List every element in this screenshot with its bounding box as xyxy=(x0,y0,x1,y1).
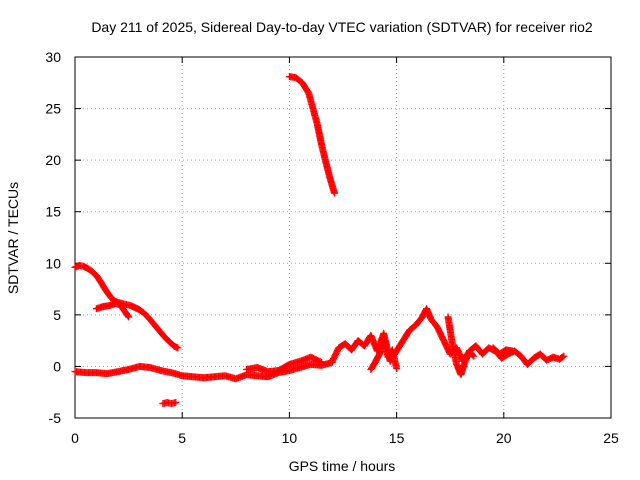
data-point xyxy=(470,352,478,360)
x-tick-label: 15 xyxy=(389,430,405,446)
y-tick-label: 15 xyxy=(45,204,61,220)
data-point xyxy=(559,353,567,361)
x-tick-label: 20 xyxy=(496,430,512,446)
x-tick-label: 5 xyxy=(178,430,186,446)
data-point xyxy=(172,399,180,407)
plot-frame xyxy=(74,56,612,419)
x-tick-label: 0 xyxy=(71,430,79,446)
y-axis-label: SDTVAR / TECUs xyxy=(5,182,21,294)
y-tick-label: 25 xyxy=(45,101,61,117)
y-tick-label: 20 xyxy=(45,152,61,168)
data-point xyxy=(125,313,133,321)
data-point xyxy=(469,351,477,359)
grid-lines xyxy=(75,57,611,418)
chart-title: Day 211 of 2025, Sidereal Day-to-day VTE… xyxy=(91,19,593,35)
y-tick-label: 0 xyxy=(53,358,61,374)
y-tick-label: -5 xyxy=(49,410,62,426)
x-axis-label: GPS time / hours xyxy=(289,458,396,474)
data-point xyxy=(508,347,516,355)
x-axis-ticks: 0 5 10 15 20 25 xyxy=(71,57,619,446)
y-tick-label: 30 xyxy=(45,49,61,65)
data-point xyxy=(124,312,132,320)
data-point xyxy=(174,344,182,352)
data-point xyxy=(330,189,338,197)
data-marks xyxy=(71,73,568,408)
y-tick-label: 5 xyxy=(53,307,61,323)
data-point xyxy=(393,364,401,372)
y-axis-ticks: -5 0 5 10 15 20 25 30 xyxy=(45,49,611,426)
data-point xyxy=(560,352,568,360)
data-point xyxy=(318,358,326,366)
x-tick-label: 25 xyxy=(603,430,619,446)
x-tick-label: 10 xyxy=(282,430,298,446)
y-tick-label: 10 xyxy=(45,255,61,271)
